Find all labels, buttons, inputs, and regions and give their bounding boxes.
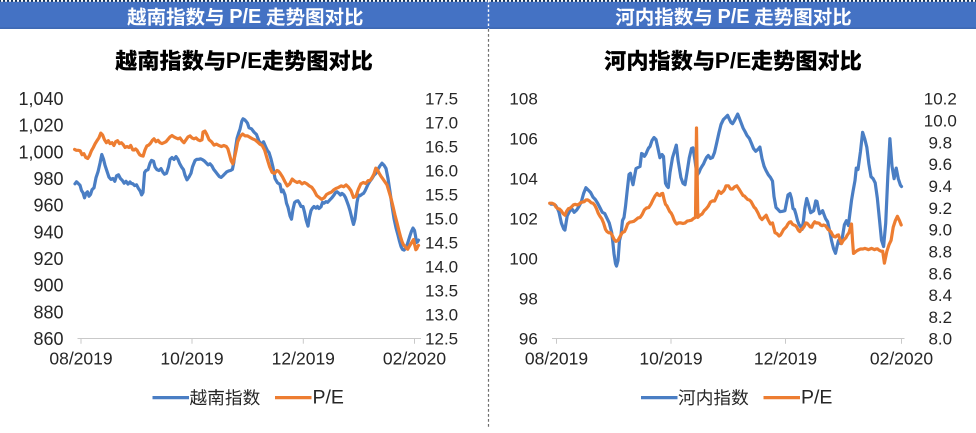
svg-text:940: 940 bbox=[33, 222, 63, 242]
svg-text:13.5: 13.5 bbox=[425, 282, 458, 301]
svg-text:98: 98 bbox=[519, 290, 538, 309]
svg-text:9.8: 9.8 bbox=[928, 133, 952, 152]
svg-text:8.8: 8.8 bbox=[928, 242, 952, 261]
svg-text:8.6: 8.6 bbox=[928, 264, 952, 283]
svg-text:P/E: P/E bbox=[801, 387, 832, 409]
svg-text:02/2020: 02/2020 bbox=[870, 349, 934, 369]
svg-text:10.0: 10.0 bbox=[924, 112, 957, 131]
svg-text:9.4: 9.4 bbox=[928, 177, 952, 196]
svg-text:08/2019: 08/2019 bbox=[49, 349, 112, 369]
svg-text:8.4: 8.4 bbox=[928, 286, 952, 305]
svg-text:10.2: 10.2 bbox=[924, 90, 957, 109]
svg-text:17.0: 17.0 bbox=[425, 114, 458, 133]
svg-text:P/E: P/E bbox=[313, 387, 344, 409]
svg-text:14.5: 14.5 bbox=[425, 234, 458, 253]
svg-text:17.5: 17.5 bbox=[425, 90, 458, 109]
svg-text:100: 100 bbox=[509, 250, 537, 269]
svg-text:980: 980 bbox=[33, 169, 63, 189]
svg-text:13.0: 13.0 bbox=[425, 306, 458, 325]
svg-text:9.0: 9.0 bbox=[928, 221, 952, 240]
svg-text:900: 900 bbox=[33, 276, 63, 296]
svg-text:9.2: 9.2 bbox=[928, 199, 952, 218]
svg-text:880: 880 bbox=[33, 302, 63, 322]
svg-text:9.6: 9.6 bbox=[928, 155, 952, 174]
svg-text:1,020: 1,020 bbox=[18, 116, 63, 136]
svg-text:102: 102 bbox=[509, 210, 537, 229]
svg-text:10/2019: 10/2019 bbox=[160, 349, 223, 369]
svg-text:14.0: 14.0 bbox=[425, 258, 458, 277]
svg-text:960: 960 bbox=[33, 196, 63, 216]
svg-text:12/2019: 12/2019 bbox=[754, 349, 817, 369]
svg-text:08/2019: 08/2019 bbox=[525, 349, 588, 369]
svg-text:02/2020: 02/2020 bbox=[383, 349, 447, 369]
svg-text:1,000: 1,000 bbox=[18, 142, 63, 162]
svg-text:920: 920 bbox=[33, 249, 63, 269]
svg-text:108: 108 bbox=[509, 90, 537, 109]
svg-text:96: 96 bbox=[519, 330, 538, 349]
svg-text:104: 104 bbox=[509, 170, 537, 189]
svg-text:15.5: 15.5 bbox=[425, 186, 458, 205]
svg-text:8.2: 8.2 bbox=[928, 308, 952, 327]
svg-text:106: 106 bbox=[509, 130, 537, 149]
svg-text:12/2019: 12/2019 bbox=[272, 349, 335, 369]
svg-text:860: 860 bbox=[33, 329, 63, 349]
svg-text:8.0: 8.0 bbox=[928, 330, 952, 349]
svg-text:16.5: 16.5 bbox=[425, 138, 458, 157]
svg-text:1,040: 1,040 bbox=[18, 89, 63, 109]
svg-text:16.0: 16.0 bbox=[425, 162, 458, 181]
svg-text:P/E: P/E bbox=[717, 6, 749, 28]
svg-text:15.0: 15.0 bbox=[425, 210, 458, 229]
svg-text:10/2019: 10/2019 bbox=[639, 349, 702, 369]
svg-text:P/E: P/E bbox=[229, 6, 261, 28]
svg-text:P/E: P/E bbox=[226, 48, 262, 73]
svg-text:P/E: P/E bbox=[715, 48, 751, 73]
svg-text:12.5: 12.5 bbox=[425, 330, 458, 349]
